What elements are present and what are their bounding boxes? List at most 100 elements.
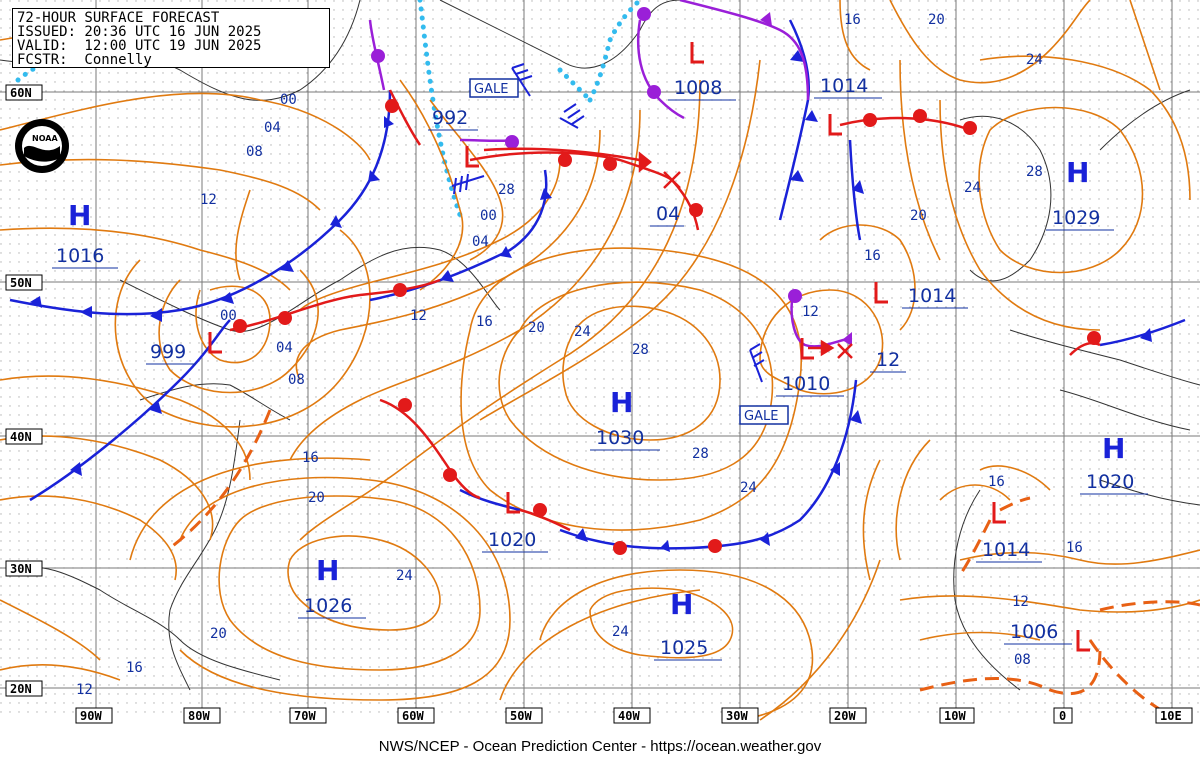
lon-label: 0: [1059, 709, 1066, 723]
valid-time: VALID: 12:00 UTC 19 JUN 2025: [17, 38, 262, 54]
isobar-label: 16: [476, 314, 493, 330]
high-letter: H: [670, 588, 693, 621]
occluded-front-marks: [371, 7, 852, 346]
lat-label: 20N: [10, 682, 32, 696]
pressure-value: 1029: [1052, 207, 1100, 229]
logo-text: NOAA: [32, 134, 58, 143]
low-symbols: [208, 42, 1090, 652]
pressure-value: 999: [150, 341, 186, 363]
pressure-value: 1030: [596, 427, 644, 449]
isobar-label: 24: [396, 568, 413, 584]
high-letter: H: [610, 386, 633, 419]
isobar-label: 20: [928, 12, 945, 28]
isobar-label: 24: [964, 180, 981, 196]
isobar-label: 00: [280, 92, 297, 108]
isobar-label: 20: [308, 490, 325, 506]
lon-label: 40W: [618, 709, 640, 723]
isobar-label: 28: [632, 342, 649, 358]
isobar-label: 20: [528, 320, 545, 336]
isobar-label: 20: [910, 208, 927, 224]
isobar-label: 12: [1012, 594, 1029, 610]
high-letter: H: [68, 199, 91, 232]
isobar-label: 24: [1026, 52, 1043, 68]
lon-label: 20W: [834, 709, 856, 723]
pressure-value: 1014: [908, 285, 956, 307]
isobar-label: 08: [1014, 652, 1031, 668]
pressure-value: 1016: [56, 245, 104, 267]
lat-label: 40N: [10, 430, 32, 444]
footer-credit: NWS/NCEP - Ocean Prediction Center - htt…: [378, 738, 822, 755]
lat-lon-grid: [0, 0, 1200, 720]
wind-barbs: [451, 63, 765, 383]
lon-label: 30W: [726, 709, 748, 723]
longitude-labels: 90W 80W 70W 60W 50W 40W 30W 20W 10W 0 10…: [75, 707, 1193, 724]
high-letter: H: [1066, 156, 1089, 189]
lon-label: 80W: [188, 709, 210, 723]
forecaster: FCSTR: Connelly: [17, 52, 152, 68]
isobar-label: 16: [988, 474, 1005, 490]
pressure-value: 1006: [1010, 621, 1058, 643]
pressure-center-letters: H H H H H H: [68, 156, 1125, 621]
pressure-value: 04: [656, 203, 680, 225]
pressure-value: 1026: [304, 595, 352, 617]
isobar-label: 16: [864, 248, 881, 264]
pressure-value: 1008: [674, 77, 722, 99]
isobar-label: 12: [200, 192, 217, 208]
forecast-title: 72-HOUR SURFACE FORECAST: [17, 10, 220, 26]
lat-label: 60N: [10, 86, 32, 100]
pressure-value: 1014: [820, 75, 868, 97]
isobar-label: 04: [276, 340, 293, 356]
gale-label: GALE: [474, 82, 508, 97]
pressure-value: 12: [876, 349, 900, 371]
isobar-label: 16: [1066, 540, 1083, 556]
lat-label: 50N: [10, 276, 32, 290]
gale-labels: GALE GALE: [469, 78, 789, 425]
isobar-label: 28: [692, 446, 709, 462]
lat-label: 30N: [10, 562, 32, 576]
pressure-value: 1025: [660, 637, 708, 659]
isobar-label: 16: [302, 450, 319, 466]
forecast-header: 72-HOUR SURFACE FORECAST ISSUED: 20:36 U…: [12, 8, 330, 68]
issued-time: ISSUED: 20:36 UTC 16 JUN 2025: [17, 24, 262, 40]
isobar-label: 04: [472, 234, 489, 250]
pressure-value: 1014: [982, 539, 1030, 561]
isobar-labels: 00 04 08 12 16 20 24 28 96 00 04 12 16 2…: [76, 12, 1083, 698]
isobar-label: 12: [802, 304, 819, 320]
isobar-label: 12: [76, 682, 93, 698]
isobar-label: 20: [210, 626, 227, 642]
isobar-label: 00: [480, 208, 497, 224]
lon-label: 10E: [1160, 709, 1182, 723]
pressure-value: 1020: [488, 529, 536, 551]
pressure-values: 1016 1030 1029 1026 1025 1020 999 992 10…: [56, 75, 1134, 659]
pressure-underlines: [52, 97, 1148, 661]
lon-label: 10W: [944, 709, 966, 723]
isobar-label: 08: [246, 144, 263, 160]
high-letter: H: [1102, 432, 1125, 465]
cold-front-barbs: [30, 50, 1152, 552]
high-letter: H: [316, 554, 339, 587]
pressure-value: 992: [432, 107, 468, 129]
pressure-value: 1020: [1086, 471, 1134, 493]
isobar-label: 28: [1026, 164, 1043, 180]
pressure-value: 1010: [782, 373, 830, 395]
isobar-label: 16: [844, 12, 861, 28]
isobar-label: 12: [410, 308, 427, 324]
isobar-label: 28: [498, 182, 515, 198]
storm-tracks: [483, 147, 835, 357]
isobar-label: 16: [126, 660, 143, 676]
lon-label: 90W: [80, 709, 102, 723]
isobar-label: 24: [612, 624, 629, 640]
warm-front-bumps: [233, 99, 1101, 555]
lon-label: 50W: [510, 709, 532, 723]
isobar-label: 24: [574, 324, 591, 340]
isobar-label: 00: [220, 308, 237, 324]
gale-label: GALE: [744, 409, 778, 424]
lon-label: 70W: [294, 709, 316, 723]
isobar-label: 24: [740, 480, 757, 496]
lon-label: 60W: [402, 709, 424, 723]
noaa-logo-icon: NOAA: [15, 119, 69, 173]
forecast-position-marks: [663, 171, 853, 359]
isobar-label: 08: [288, 372, 305, 388]
latitude-labels: 60N 50N 40N 30N 20N: [5, 84, 43, 697]
